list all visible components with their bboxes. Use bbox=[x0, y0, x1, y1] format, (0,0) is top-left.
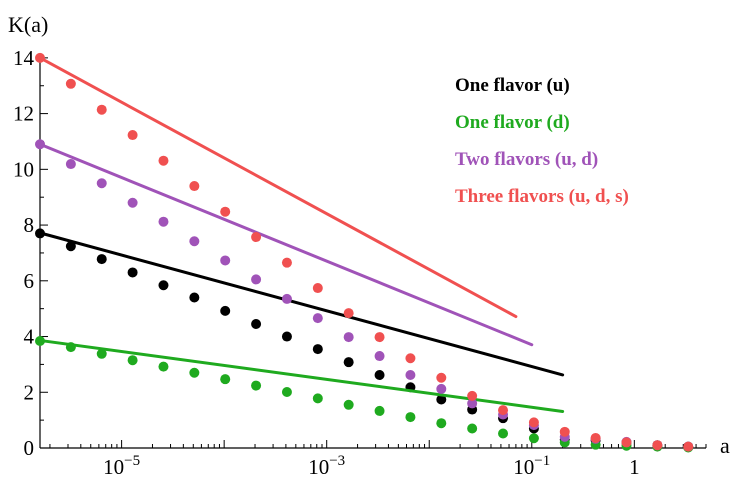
data-point bbox=[312, 344, 323, 355]
data-point bbox=[189, 292, 200, 303]
series-layer bbox=[35, 52, 694, 453]
data-point bbox=[158, 361, 169, 372]
data-point bbox=[189, 181, 200, 192]
data-point bbox=[220, 255, 231, 266]
data-point bbox=[467, 423, 478, 434]
data-point bbox=[374, 405, 385, 416]
data-point bbox=[590, 432, 601, 443]
data-point bbox=[343, 332, 354, 343]
data-point bbox=[96, 348, 107, 359]
data-point bbox=[96, 254, 107, 265]
y-ticks: 0 2 4 6 8 10 12 14 bbox=[13, 46, 48, 460]
data-point bbox=[621, 437, 632, 448]
x-tick-label: 10−5 bbox=[103, 453, 140, 479]
data-point bbox=[220, 305, 231, 316]
series-line bbox=[38, 56, 518, 319]
data-point bbox=[683, 441, 694, 452]
data-point bbox=[127, 267, 138, 278]
data-point bbox=[65, 241, 76, 252]
y-tick-label: 4 bbox=[24, 325, 35, 349]
data-point bbox=[127, 355, 138, 366]
legend-entry: Three flavors (u, d, s) bbox=[455, 186, 629, 207]
data-point bbox=[127, 130, 138, 141]
legend-entry: Two flavors (u, d) bbox=[455, 149, 598, 170]
data-point bbox=[436, 394, 447, 405]
x-tick-label: 10−1 bbox=[513, 453, 550, 479]
y-tick-label: 0 bbox=[24, 436, 35, 460]
data-point bbox=[498, 405, 509, 416]
x-minor-ticks bbox=[49, 440, 707, 448]
data-point bbox=[35, 52, 45, 63]
data-point bbox=[436, 372, 447, 383]
data-point bbox=[189, 367, 200, 378]
data-point bbox=[35, 139, 45, 150]
data-point bbox=[436, 418, 447, 429]
data-point bbox=[343, 399, 354, 410]
data-point bbox=[65, 342, 76, 353]
series-line bbox=[38, 142, 534, 347]
data-point bbox=[528, 417, 539, 428]
y-tick-label: 8 bbox=[24, 213, 35, 237]
data-point bbox=[281, 386, 292, 397]
data-point bbox=[467, 390, 478, 401]
data-point bbox=[251, 274, 262, 285]
data-point bbox=[281, 293, 292, 304]
data-point bbox=[251, 318, 262, 329]
data-point bbox=[65, 78, 76, 89]
data-point bbox=[374, 332, 385, 343]
data-point bbox=[559, 426, 570, 437]
data-point bbox=[312, 283, 323, 294]
data-point bbox=[343, 308, 354, 319]
data-point bbox=[498, 428, 509, 439]
data-point bbox=[220, 374, 231, 385]
data-point bbox=[343, 357, 354, 368]
data-point bbox=[96, 178, 107, 189]
data-point bbox=[528, 433, 539, 444]
y-tick-label: 12 bbox=[13, 102, 34, 126]
data-point bbox=[220, 206, 231, 217]
data-point bbox=[158, 155, 169, 166]
y-tick-label: 2 bbox=[24, 380, 35, 404]
data-point bbox=[96, 104, 107, 115]
series-line bbox=[38, 338, 565, 413]
series bbox=[35, 228, 694, 452]
data-point bbox=[652, 440, 663, 451]
y-tick-label: 6 bbox=[24, 269, 35, 293]
data-point bbox=[158, 216, 169, 227]
data-point bbox=[436, 383, 447, 394]
data-point bbox=[281, 257, 292, 268]
data-point bbox=[374, 351, 385, 362]
data-point bbox=[189, 236, 200, 247]
axes: 10−5 10−3 10−1 1 0 2 4 6 8 10 12 14 bbox=[13, 46, 707, 479]
legend-entry: One flavor (d) bbox=[455, 112, 570, 133]
legend: One flavor (u) One flavor (d) Two flavors … bbox=[455, 75, 629, 207]
data-point bbox=[405, 412, 416, 423]
x-tick-label: 10−3 bbox=[308, 453, 345, 479]
data-point bbox=[405, 369, 416, 380]
data-point bbox=[35, 228, 45, 239]
data-point bbox=[158, 280, 169, 291]
data-point bbox=[374, 369, 385, 380]
data-point bbox=[65, 159, 76, 170]
x-major-ticks: 10−5 10−3 10−1 1 bbox=[103, 453, 639, 479]
y-axis-label: K(a) bbox=[8, 12, 48, 37]
y-tick-label: 14 bbox=[13, 46, 35, 70]
x-tick-label: 1 bbox=[629, 455, 640, 479]
x-axis-label: a bbox=[720, 433, 730, 458]
data-point bbox=[251, 232, 262, 243]
series bbox=[35, 52, 694, 452]
data-point bbox=[281, 331, 292, 342]
data-point bbox=[251, 380, 262, 391]
data-point bbox=[312, 313, 323, 324]
y-tick-label: 10 bbox=[13, 157, 34, 181]
data-point bbox=[127, 197, 138, 208]
data-point bbox=[467, 398, 478, 409]
data-point bbox=[35, 335, 45, 346]
data-point bbox=[312, 393, 323, 404]
data-point bbox=[405, 353, 416, 364]
legend-entry: One flavor (u) bbox=[455, 75, 570, 96]
series-line bbox=[38, 231, 565, 377]
